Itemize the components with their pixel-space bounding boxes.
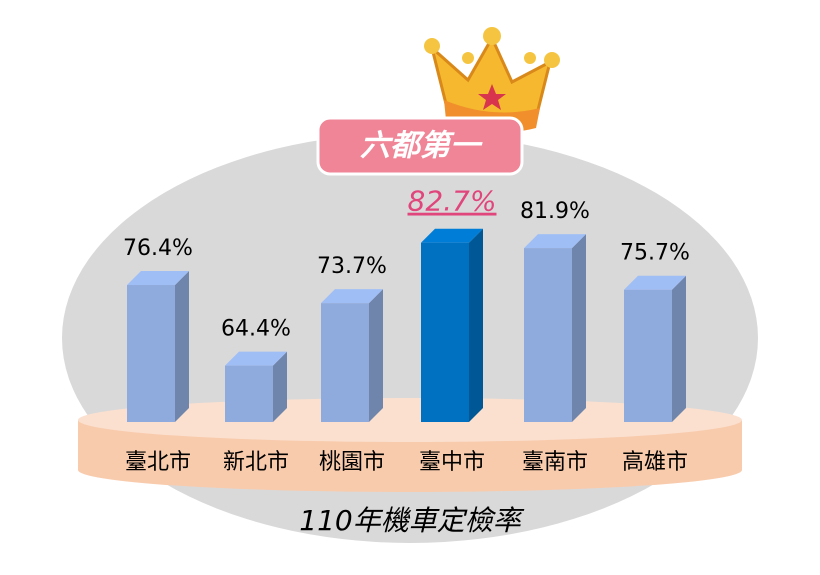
bar-side bbox=[572, 234, 586, 422]
bar-top bbox=[421, 228, 483, 243]
bar-top bbox=[321, 289, 383, 304]
value-label: 75.7% bbox=[620, 241, 690, 266]
x-tick-label: 高雄市 bbox=[622, 450, 688, 475]
x-tick-label: 臺南市 bbox=[522, 450, 588, 475]
bar bbox=[127, 285, 175, 422]
bar-side bbox=[672, 275, 686, 422]
x-tick-label: 臺中市 bbox=[419, 450, 485, 475]
bar-side bbox=[273, 351, 287, 422]
badge-text: 六都第一 bbox=[360, 129, 483, 164]
x-tick-label: 桃園市 bbox=[319, 450, 385, 475]
bar bbox=[624, 289, 672, 422]
chart-title: 110年機車定檢率 bbox=[299, 504, 524, 537]
x-tick-label: 新北市 bbox=[223, 450, 289, 475]
x-tick-label: 臺北市 bbox=[125, 450, 191, 475]
bar-top bbox=[624, 275, 686, 290]
bar-top bbox=[524, 234, 586, 249]
bar bbox=[321, 303, 369, 422]
value-label: 81.9% bbox=[520, 199, 590, 224]
badge-box bbox=[316, 116, 524, 176]
bar-side bbox=[369, 289, 383, 422]
bar-side bbox=[175, 271, 189, 422]
bar bbox=[421, 242, 469, 422]
value-label: 73.7% bbox=[317, 254, 387, 279]
value-label: 64.4% bbox=[221, 317, 291, 342]
value-label: 76.4% bbox=[123, 236, 193, 261]
bar-top bbox=[127, 271, 189, 286]
bar bbox=[225, 365, 273, 422]
bar-top bbox=[225, 351, 287, 366]
value-label: 82.7% bbox=[408, 185, 497, 218]
bar bbox=[524, 248, 572, 422]
bars: 76.4% 臺北市 64.4% 新北市 73.7% 桃園市 82.7% 臺中市 81.9% 臺南市… bbox=[123, 185, 690, 475]
bar-side bbox=[469, 228, 483, 422]
